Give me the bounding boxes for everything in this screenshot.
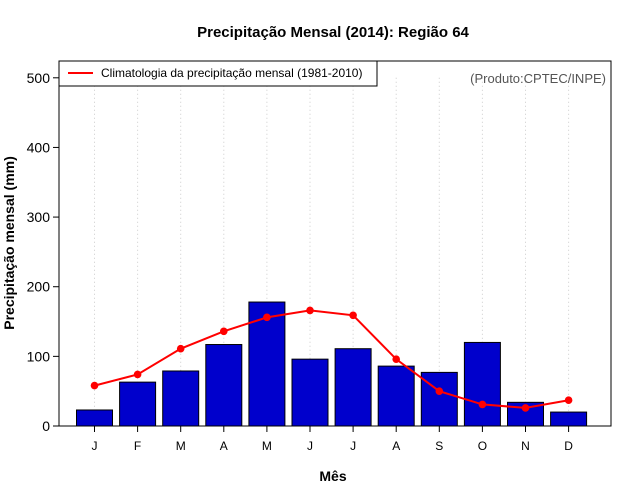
x-tick-label: O (478, 439, 487, 453)
climatology-point (220, 327, 228, 336)
legend-box (58, 60, 378, 87)
x-axis-title: Mês (319, 468, 346, 484)
x-tick-label: N (521, 439, 530, 453)
climatology-point (306, 306, 314, 315)
x-tick-label: J (92, 439, 98, 453)
bar (550, 411, 588, 427)
x-tick-label: D (564, 439, 573, 453)
bar-series (76, 301, 588, 427)
climatology-point (564, 396, 573, 405)
bar (420, 371, 458, 427)
bar (205, 344, 243, 427)
y-axis-title: Precipitação mensal (mm) (1, 156, 17, 330)
climatology-point (435, 387, 444, 395)
x-tick-label: F (134, 439, 141, 453)
x-tick-label: J (350, 439, 356, 453)
climatology-point (133, 370, 142, 379)
climatology-point (521, 404, 530, 412)
climatology-point (263, 313, 271, 322)
x-tick-label: A (220, 439, 228, 453)
bar (291, 358, 329, 427)
climatology-series (90, 306, 573, 412)
bar (162, 370, 200, 427)
bar (463, 341, 501, 427)
climatology-point (90, 381, 99, 390)
legend: Climatologia da precipitação mensal (198… (58, 60, 378, 87)
x-tick-label: A (392, 439, 400, 453)
x-tick-label: S (435, 439, 443, 453)
credit-text: (Produto:CPTEC/INPE) (470, 71, 606, 86)
y-axis: 0 100 200 300 400 500 (27, 70, 59, 434)
bar (377, 365, 415, 427)
y-tick-label: 300 (27, 209, 51, 225)
y-tick-label: 200 (27, 279, 51, 295)
bar (334, 348, 372, 427)
bar (76, 409, 113, 427)
climatology-line (94, 309, 569, 409)
legend-label: Climatologia da precipitação mensal (198… (101, 66, 362, 80)
chart-title: Precipitação Mensal (2014): Região 64 (197, 24, 469, 41)
climatology-point (478, 400, 487, 409)
x-tick-label: M (176, 439, 186, 453)
climatology-point (392, 355, 401, 363)
climatology-point (176, 344, 185, 353)
y-tick-label: 0 (42, 418, 50, 434)
y-tick-label: 400 (27, 139, 51, 155)
bar (119, 381, 157, 427)
x-tick-label: J (307, 439, 313, 453)
y-tick-label: 500 (27, 70, 51, 86)
y-tick-label: 100 (27, 348, 51, 364)
x-tick-label: M (262, 439, 272, 453)
climatology-point (349, 311, 357, 320)
